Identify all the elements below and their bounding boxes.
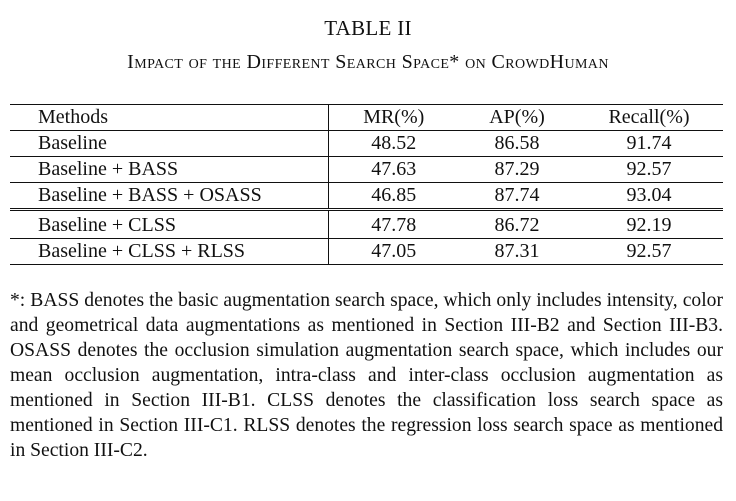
- row-recall: 91.74: [575, 130, 723, 157]
- table-row: Baseline + CLSS 47.78 86.72 92.19: [10, 209, 723, 239]
- table-row: Baseline + BASS 47.63 87.29 92.57: [10, 156, 723, 183]
- row-method: Baseline + CLSS + RLSS: [10, 238, 329, 265]
- row-mr: 47.78: [328, 209, 459, 239]
- row-method: Baseline + CLSS: [10, 209, 329, 239]
- row-method: Baseline + BASS: [10, 156, 329, 183]
- header-methods: Methods: [10, 104, 329, 131]
- row-mr: 47.63: [328, 156, 459, 183]
- table-caption: Impact of the Different Search Space* on…: [127, 51, 609, 73]
- row-recall: 92.57: [575, 238, 723, 265]
- table-footnote: *: BASS denotes the basic augmentation s…: [10, 290, 723, 461]
- row-ap: 86.58: [459, 130, 575, 157]
- row-mr: 46.85: [328, 182, 459, 211]
- table-label: TABLE II: [324, 16, 412, 40]
- row-mr: 47.05: [328, 238, 459, 265]
- row-method: Baseline + BASS + OSASS: [10, 182, 329, 211]
- row-ap: 86.72: [459, 209, 575, 239]
- row-mr: 48.52: [328, 130, 459, 157]
- header-ap: AP(%): [459, 104, 575, 131]
- table-row: Baseline + CLSS + RLSS 47.05 87.31 92.57: [10, 238, 723, 265]
- table-row: Baseline + BASS + OSASS 46.85 87.74 93.0…: [10, 182, 723, 211]
- header-recall: Recall(%): [575, 104, 723, 131]
- row-ap: 87.29: [459, 156, 575, 183]
- row-ap: 87.31: [459, 238, 575, 265]
- row-ap: 87.74: [459, 182, 575, 211]
- table-row: Baseline 48.52 86.58 91.74: [10, 130, 723, 157]
- table-header-row: Methods MR(%) AP(%) Recall(%): [10, 104, 723, 131]
- row-recall: 92.57: [575, 156, 723, 183]
- row-recall: 92.19: [575, 209, 723, 239]
- results-table: Methods MR(%) AP(%) Recall(%) Baseline 4…: [10, 104, 723, 265]
- row-recall: 93.04: [575, 182, 723, 211]
- header-mr: MR(%): [328, 104, 459, 131]
- row-method: Baseline: [10, 130, 329, 157]
